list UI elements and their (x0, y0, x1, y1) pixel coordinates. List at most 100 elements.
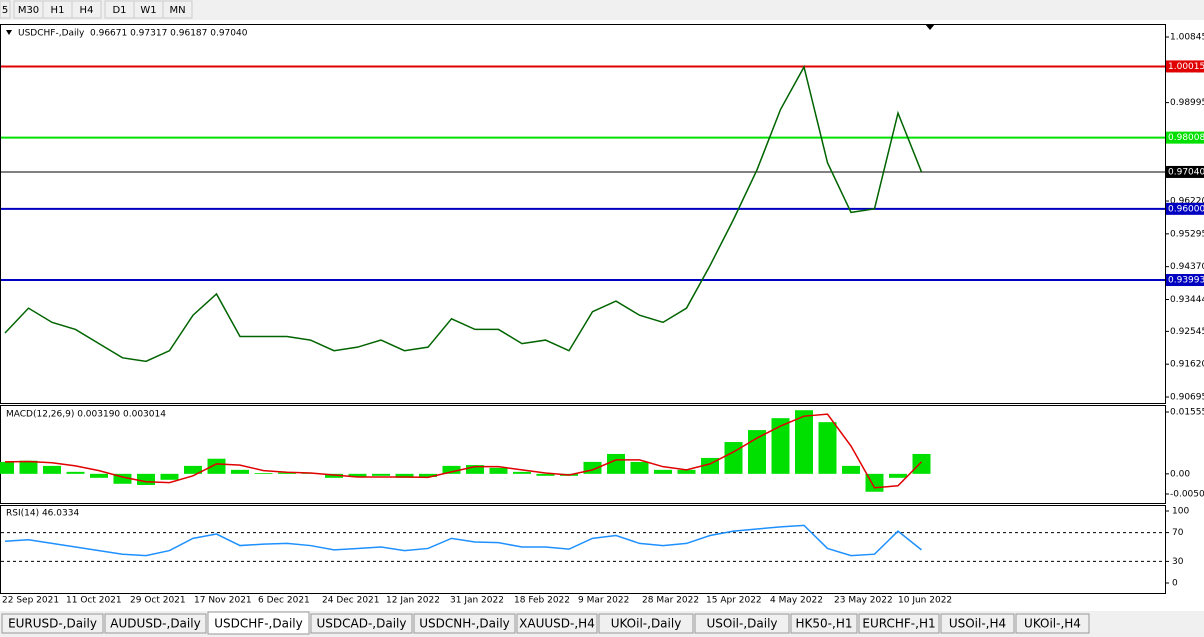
macd-bar (160, 473, 179, 480)
level-tag (1166, 165, 1204, 178)
price-tick-label: 0.96220 (1170, 197, 1204, 207)
macd-bar (607, 453, 625, 474)
macd-bar (325, 473, 343, 478)
macd-label: MACD(12,26,9) 0.003190 0.003014 (6, 410, 166, 420)
tab-label[interactable]: UKOil-,H4 (1024, 617, 1081, 631)
date-label: 10 Jun 2022 (898, 596, 952, 606)
macd-bar (842, 465, 860, 474)
price-tick-label: 0.94370 (1170, 262, 1204, 272)
macd-bar (442, 465, 461, 474)
rsi-pane (0, 505, 1166, 594)
macd-bar (90, 473, 108, 478)
price-tick-label: 0.98995 (1170, 98, 1204, 108)
rsi-line (4, 524, 922, 557)
macd-pane (0, 405, 1166, 504)
timeframe-button[interactable] (0, 0, 11, 19)
macd-tick-label: 0.01555 (1170, 408, 1204, 418)
tab-label[interactable]: AUDUSD-,Daily (110, 617, 200, 631)
rsi-tick-label: 100 (1172, 507, 1189, 517)
rsi-tick-label: 0 (1172, 579, 1178, 589)
tab-label[interactable]: USOil-,Daily (706, 617, 777, 631)
timeframe-label[interactable]: H4 (80, 5, 94, 16)
macd-bar (207, 458, 226, 474)
tab[interactable] (790, 613, 858, 634)
macd-bar (748, 430, 766, 474)
tab-label[interactable]: USDCHF-,Daily (214, 617, 302, 631)
macd-bar (66, 471, 85, 474)
tab-label[interactable]: USOil-,H4 (949, 617, 1006, 631)
toolbar (0, 0, 1204, 20)
macd-bar (818, 422, 837, 474)
date-label: 24 Dec 2021 (322, 596, 380, 606)
level-label: 0.98008 (1168, 133, 1204, 143)
macd-bar (372, 473, 390, 476)
tab-label[interactable]: EURCHF-,H1 (862, 617, 935, 631)
date-label: 12 Jan 2022 (386, 596, 440, 606)
date-label: 9 Mar 2022 (578, 596, 629, 606)
symbol: USDCHF-,Daily (18, 29, 85, 39)
timeframe-label[interactable]: H1 (51, 5, 65, 16)
macd-bar (889, 473, 907, 478)
date-label: 15 Apr 2022 (706, 596, 762, 606)
level-label: 0.97040 (1168, 167, 1204, 177)
timeframe-label[interactable]: MN (169, 5, 185, 16)
tab[interactable] (1015, 613, 1090, 634)
macd-bar (419, 473, 437, 478)
tab[interactable] (940, 613, 1015, 634)
price-tick-label: 0.90695 (1170, 393, 1204, 403)
timeframe-label[interactable]: W1 (140, 5, 156, 16)
level-tag (1166, 274, 1204, 287)
rsi-label: RSI(14) 46.0334 (6, 509, 79, 519)
tab-label[interactable]: HK50-,H1 (796, 617, 853, 631)
level-label: 0.96000 (1168, 204, 1204, 214)
macd-bar (795, 410, 813, 474)
tab[interactable] (598, 613, 694, 634)
macd-bar (231, 469, 249, 474)
macd-bar (536, 473, 555, 476)
timeframe-label[interactable]: 5 (2, 5, 8, 16)
tab-label[interactable]: EURUSD-,Daily (8, 617, 97, 631)
timeframe-label[interactable]: M30 (18, 5, 39, 16)
macd-tick-label: 0.00 (1170, 469, 1190, 479)
date-label: 17 Nov 2021 (194, 596, 252, 606)
price-tick-label: 0.95295 (1170, 229, 1204, 239)
tab-label[interactable]: XAUUSD-,H4 (519, 617, 595, 631)
date-label: 18 Feb 2022 (514, 596, 570, 606)
tab[interactable] (694, 613, 790, 634)
tab[interactable] (310, 613, 413, 634)
ohlc: 0.96671 0.97317 0.96187 0.97040 (90, 29, 248, 39)
level-label: 0.93993 (1168, 276, 1204, 286)
level-tag (1166, 131, 1204, 144)
tab[interactable] (413, 613, 516, 634)
macd-signal (4, 413, 923, 489)
tab-label[interactable]: USDCNH-,Daily (419, 617, 510, 631)
macd-bar (583, 461, 602, 474)
tab[interactable] (516, 613, 598, 634)
date-label: 31 Jan 2022 (450, 596, 504, 606)
macd-bar (348, 473, 367, 478)
macd-tick-label: -0.00507 (1170, 490, 1204, 500)
timeframe-button[interactable] (71, 0, 102, 19)
macd-bar (395, 473, 414, 478)
level-label: 1.00015 (1168, 62, 1204, 72)
tab[interactable] (104, 613, 207, 634)
tab[interactable] (858, 613, 940, 634)
date-label: 6 Dec 2021 (258, 596, 310, 606)
macd-bar (184, 465, 202, 474)
tab-label[interactable]: UKOil-,Daily (611, 617, 682, 631)
macd-bar (113, 473, 132, 484)
tab-label[interactable]: USDCAD-,Daily (317, 617, 407, 631)
level-tag (1166, 202, 1204, 215)
date-label: 11 Oct 2021 (66, 596, 122, 606)
shift-marker (925, 24, 935, 30)
level-tag (1166, 60, 1204, 73)
macd-bar (912, 453, 931, 474)
timeframe-button[interactable] (162, 0, 193, 19)
macd-bar (254, 473, 273, 474)
tab[interactable] (207, 611, 310, 635)
macd-bar (19, 460, 38, 474)
price-tick-label: 0.93444 (1170, 295, 1204, 305)
tab[interactable] (1, 613, 104, 634)
timeframe-label[interactable]: D1 (112, 5, 126, 16)
